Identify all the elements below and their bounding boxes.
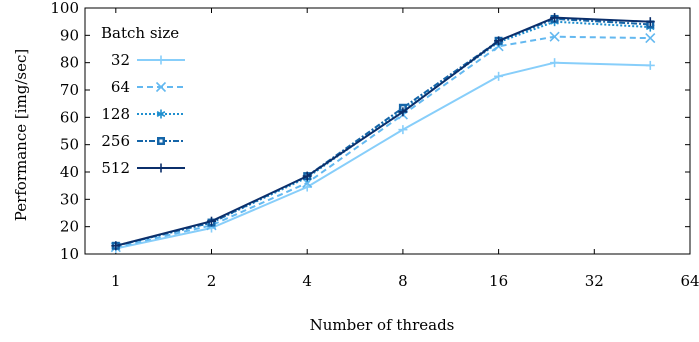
y-tick-label: 50: [60, 136, 79, 154]
legend-marker-256: [157, 137, 165, 145]
data-point-32: [550, 58, 560, 68]
y-tick-label: 10: [60, 245, 79, 263]
y-axis-title: Performance [img/sec]: [12, 49, 30, 221]
x-tick-label: 2: [207, 272, 217, 290]
data-point-512: [645, 17, 655, 27]
legend-marker-32: [156, 55, 166, 65]
y-tick-label: 90: [60, 26, 79, 44]
x-tick-label: 1: [111, 272, 121, 290]
series-line-256: [115, 17, 651, 247]
legend-label-64: 64: [111, 78, 130, 96]
x-tick-label: 8: [398, 272, 408, 290]
legend-label-512: 512: [101, 159, 130, 177]
data-point-32: [494, 71, 504, 81]
legend-label-32: 32: [111, 51, 130, 69]
data-point-32: [645, 60, 655, 70]
data-point-512: [302, 171, 312, 181]
y-tick-label: 20: [60, 218, 79, 236]
legend-marker-128: [156, 109, 166, 119]
x-tick-label: 64: [680, 272, 699, 290]
y-tick-label: 100: [50, 0, 79, 17]
data-point-512: [550, 13, 560, 23]
series-line-512: [115, 16, 651, 247]
y-tick-label: 40: [60, 163, 79, 181]
data-point-512: [111, 241, 121, 251]
legend-label-128: 128: [101, 105, 130, 123]
data-point-512: [398, 107, 408, 117]
legend-label-256: 256: [101, 132, 130, 150]
axes: [84, 7, 691, 255]
plot-frame: [84, 7, 691, 255]
series-line-32: [115, 61, 651, 250]
data-point-32: [398, 125, 408, 135]
data-point-64: [645, 33, 656, 44]
y-tick-label: 70: [60, 81, 79, 99]
data-point-512: [207, 216, 217, 226]
y-tick-label: 30: [60, 190, 79, 208]
ticks: 10 20 30 40 50 60 70 80 90 100 1 2 4 8 16 32 64: [50, 0, 699, 290]
data-point-512: [494, 36, 504, 46]
legend-marker-512: [156, 163, 166, 173]
series-line-128: [115, 20, 651, 247]
series-lines: [110, 13, 656, 254]
data-point-64: [549, 31, 560, 42]
x-tick-label: 4: [302, 272, 312, 290]
x-axis-title: Number of threads: [310, 316, 455, 334]
legend: Batch size 32 64 128 256 512: [101, 24, 185, 177]
y-tick-label: 60: [60, 108, 79, 126]
legend-marker-64: [155, 81, 167, 93]
x-tick-label: 32: [585, 272, 604, 290]
y-tick-label: 80: [60, 54, 79, 72]
x-tick-label: 16: [489, 272, 508, 290]
legend-title: Batch size: [101, 24, 179, 42]
